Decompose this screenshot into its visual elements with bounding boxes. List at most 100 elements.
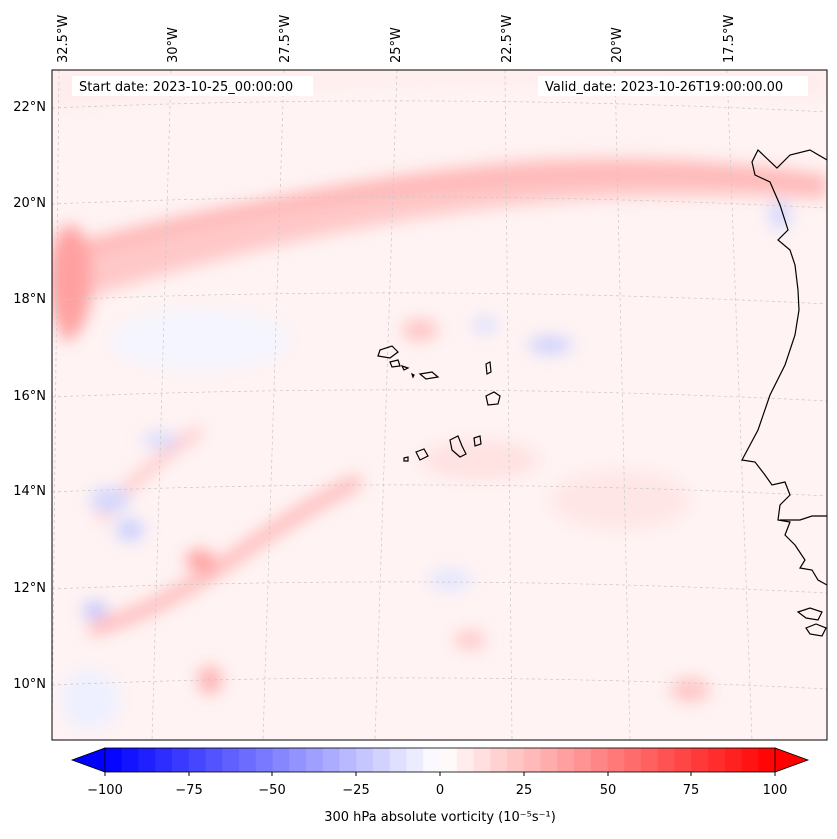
colorbar-tick-label: 25 — [516, 783, 533, 798]
lon-label-32.5W: 32.5°W — [56, 15, 71, 63]
colorbar-label: 300 hPa absolute vorticity (10⁻⁵s⁻¹) — [324, 810, 556, 825]
lat-label-12N: 12°N — [13, 581, 46, 596]
colorbar-step — [557, 748, 575, 772]
parallel-14N — [52, 484, 827, 497]
red-spot-3 — [402, 320, 438, 340]
colorbar-step — [222, 748, 240, 772]
colorbar: −100 −75 −50 −25 0 25 50 75 100 300 hPa … — [70, 747, 810, 825]
colorbar-step — [306, 748, 324, 772]
longitude-labels: 32.5°W 30°W 27.5°W 25°W 22.5°W 20°W 17.5… — [56, 15, 737, 63]
valid-date-label: Valid_date: 2023-10-26T19:00:00.00 — [545, 80, 783, 95]
colorbar-step — [574, 748, 592, 772]
colorbar-tick-label: 0 — [436, 783, 444, 798]
colorbar-extend-high — [774, 747, 810, 773]
lon-label-17.5W: 17.5°W — [722, 15, 737, 63]
parallel-12N — [52, 581, 827, 594]
colorbar-step — [205, 748, 223, 772]
colorbar-step — [121, 748, 139, 772]
lon-label-27.5W: 27.5°W — [278, 15, 293, 63]
colorbar-step — [507, 748, 525, 772]
fogo-island — [415, 448, 429, 461]
meridian-20W — [614, 70, 631, 740]
colorbar-step — [272, 748, 290, 772]
colorbar-step — [155, 748, 173, 772]
lat-label-20N: 20°N — [13, 196, 46, 211]
maio-island — [473, 435, 482, 447]
red-spot-4 — [670, 678, 710, 702]
colorbar-step — [105, 748, 123, 772]
colorbar-step — [322, 748, 340, 772]
latitude-labels: 22°N 20°N 18°N 16°N 14°N 12°N 10°N — [13, 100, 46, 692]
blue-area-sw — [60, 670, 120, 730]
blue-spot-4 — [142, 432, 178, 448]
parallel-22N — [52, 100, 827, 113]
meridian-25W — [374, 70, 398, 740]
bijagos-island-2 — [805, 623, 827, 637]
colorbar-step — [255, 748, 273, 772]
colorbar-step — [188, 748, 206, 772]
boa-vista-island — [485, 391, 501, 406]
lat-label-22N: 22°N — [13, 100, 46, 115]
sao-vicente-island — [389, 359, 401, 368]
lat-label-18N: 18°N — [13, 292, 46, 307]
sal-island — [485, 361, 492, 375]
colorbar-step — [657, 748, 675, 772]
colorbar-step — [641, 748, 659, 772]
blue-spot-2 — [116, 520, 144, 540]
islet-1 — [410, 372, 415, 379]
colorbar-step — [172, 748, 190, 772]
brava-island — [403, 456, 409, 462]
colorbar-step — [239, 748, 257, 772]
pink-area-east — [550, 470, 690, 530]
gambia-river-coast — [780, 515, 827, 521]
colorbar-extend-low — [70, 747, 106, 773]
blue-spot-1 — [90, 488, 130, 512]
blue-spot-3 — [83, 602, 107, 618]
colorbar-step — [674, 748, 692, 772]
colorbar-tick-label: −75 — [175, 783, 202, 798]
colorbar-tick-label: 75 — [683, 783, 700, 798]
colorbar-step — [356, 748, 374, 772]
colorbar-step — [373, 748, 391, 772]
lon-label-20W: 20°W — [610, 27, 625, 63]
sao-nicolau-island — [418, 371, 440, 380]
colorbar-step — [406, 748, 424, 772]
parallel-10N — [52, 677, 827, 690]
red-spot-5 — [454, 630, 486, 650]
meridian-32.5W — [52, 70, 60, 740]
start-date-box — [72, 76, 313, 96]
west-africa-coastline — [741, 149, 827, 586]
lat-label-16N: 16°N — [13, 389, 46, 404]
colorbar-step — [339, 748, 357, 772]
start-date-label: Start date: 2023-10-25_00:00:00 — [79, 80, 293, 95]
colorbar-tick-label: −50 — [258, 783, 285, 798]
colorbar-ticks: −100 −75 −50 −25 0 25 50 75 100 — [87, 772, 787, 798]
red-spot-1 — [186, 550, 214, 570]
valid-date-box — [538, 76, 808, 96]
blue-area-west — [110, 310, 290, 370]
meridian-27.5W — [262, 70, 285, 740]
lon-label-22.5W: 22.5°W — [500, 15, 515, 63]
colorbar-step — [540, 748, 558, 772]
meridian-17.5W — [726, 70, 753, 740]
colorbar-step — [758, 748, 776, 772]
colorbar-tick-label: 100 — [763, 783, 788, 798]
colorbar-step — [724, 748, 742, 772]
colorbar-step — [456, 748, 474, 772]
colorbar-step — [523, 748, 541, 772]
colorbar-step — [691, 748, 709, 772]
parallel-20N — [52, 196, 827, 209]
colorbar-step — [473, 748, 491, 772]
colorbar-step — [741, 748, 759, 772]
santo-antao-island — [377, 345, 399, 359]
jet-band — [80, 157, 827, 295]
colorbar-step — [607, 748, 625, 772]
lon-label-25W: 25°W — [389, 27, 404, 63]
meridian-30W — [151, 70, 172, 740]
parallel-16N — [52, 389, 827, 402]
vorticity-field — [52, 70, 827, 740]
lon-label-30W: 30°W — [166, 27, 181, 63]
meridian-22.5W — [504, 70, 513, 740]
lat-label-10N: 10°N — [13, 677, 46, 692]
